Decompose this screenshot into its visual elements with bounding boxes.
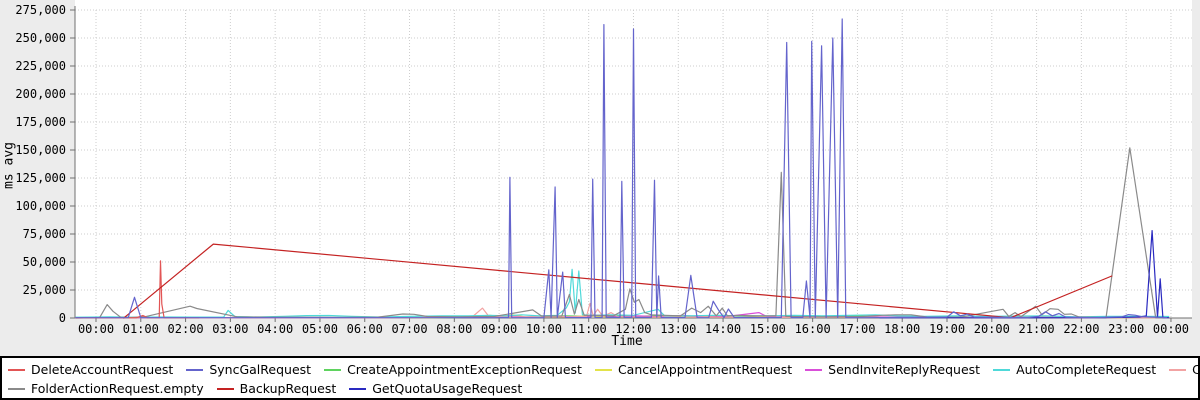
legend-swatch-icon <box>186 368 204 371</box>
svg-text:03:00: 03:00 <box>212 322 248 336</box>
svg-text:13:00: 13:00 <box>660 322 696 336</box>
svg-text:75,000: 75,000 <box>23 227 66 241</box>
svg-text:10:00: 10:00 <box>526 322 562 336</box>
legend-swatch-icon <box>349 387 367 390</box>
svg-text:22:00: 22:00 <box>1063 322 1099 336</box>
svg-text:09:00: 09:00 <box>481 322 517 336</box>
svg-text:20:00: 20:00 <box>974 322 1010 336</box>
legend-item: GetQuotaUsageRequest <box>349 381 522 396</box>
legend-label: CancelAppointmentRequest <box>617 362 793 377</box>
svg-text:21:00: 21:00 <box>1019 322 1055 336</box>
legend-item: CancelAppointmentRequest <box>594 362 793 377</box>
svg-text:250,000: 250,000 <box>15 31 66 45</box>
y-axis-title: ms avg <box>1 142 17 189</box>
legend-item: ConvActionRequest.delete <box>1169 362 1200 377</box>
svg-text:04:00: 04:00 <box>257 322 293 336</box>
legend-swatch-icon <box>8 387 25 390</box>
legend-label: AutoCompleteRequest <box>1016 362 1157 377</box>
legend-item: BackupRequest <box>216 381 337 396</box>
svg-text:02:00: 02:00 <box>168 322 204 336</box>
legend-label: SendInviteReplyRequest <box>828 362 981 377</box>
legend-item: AutoCompleteRequest <box>993 362 1156 377</box>
svg-text:12:00: 12:00 <box>615 322 651 336</box>
svg-text:0: 0 <box>59 311 66 325</box>
svg-text:18:00: 18:00 <box>884 322 920 336</box>
legend-item: FolderActionRequest.empty <box>8 381 204 396</box>
svg-text:275,000: 275,000 <box>15 3 66 17</box>
svg-text:50,000: 50,000 <box>23 255 66 269</box>
legend-label: BackupRequest <box>239 381 337 396</box>
svg-text:00:00: 00:00 <box>1153 322 1189 336</box>
svg-text:100,000: 100,000 <box>15 199 66 213</box>
legend-swatch-icon <box>805 368 823 371</box>
chart-area: 0 25,000 50,000 75,000 100,000 125,000 150,000… <box>1 0 1192 349</box>
legend-row: DeleteAccountRequest SyncGalRequest Create… <box>8 360 1200 379</box>
legend-swatch-icon <box>324 368 342 371</box>
legend-label: ConvActionRequest.delete <box>1192 362 1200 377</box>
svg-text:01:00: 01:00 <box>123 322 159 336</box>
legend-label: FolderActionRequest.empty <box>31 381 204 396</box>
legend-item: SyncGalRequest <box>186 362 311 377</box>
svg-text:200,000: 200,000 <box>15 87 66 101</box>
legend-swatch-icon <box>594 368 612 371</box>
svg-text:00:00: 00:00 <box>78 322 114 336</box>
legend-label: GetQuotaUsageRequest <box>372 381 523 396</box>
chart-plot-canvas: 0 25,000 50,000 75,000 100,000 125,000 150,000… <box>15 0 1192 336</box>
series-GetQuotaUsageRequest <box>879 230 1170 319</box>
series-SyncGalRequest <box>75 18 1168 319</box>
svg-text:17:00: 17:00 <box>839 322 875 336</box>
svg-text:05:00: 05:00 <box>302 322 338 336</box>
series-BackupRequest <box>123 243 1113 319</box>
svg-text:150,000: 150,000 <box>15 143 66 157</box>
legend-swatch-icon <box>993 368 1011 371</box>
legend-item: SendInviteReplyRequest <box>805 362 980 377</box>
svg-text:25,000: 25,000 <box>23 283 66 297</box>
svg-text:14:00: 14:00 <box>705 322 741 336</box>
legend-label: DeleteAccountRequest <box>31 362 174 377</box>
svg-text:125,000: 125,000 <box>15 171 66 185</box>
legend-swatch-icon <box>8 368 25 371</box>
svg-text:15:00: 15:00 <box>750 322 786 336</box>
svg-text:16:00: 16:00 <box>795 322 831 336</box>
chart-legend: DeleteAccountRequest SyncGalRequest Create… <box>0 356 1200 400</box>
svg-text:19:00: 19:00 <box>929 322 965 336</box>
legend-swatch-icon <box>1169 368 1187 371</box>
legend-row: FolderActionRequest.empty BackupRequest Ge… <box>8 379 1192 398</box>
legend-item: DeleteAccountRequest <box>8 362 173 377</box>
svg-text:06:00: 06:00 <box>347 322 383 336</box>
legend-label: SyncGalRequest <box>209 362 312 377</box>
x-axis-title: Time <box>611 334 643 349</box>
legend-label: CreateAppointmentExceptionRequest <box>347 362 582 377</box>
svg-text:225,000: 225,000 <box>15 59 66 73</box>
svg-text:175,000: 175,000 <box>15 115 66 129</box>
legend-swatch-icon <box>216 387 234 390</box>
svg-text:11:00: 11:00 <box>571 322 607 336</box>
legend-item: CreateAppointmentExceptionRequest <box>324 362 582 377</box>
svg-text:07:00: 07:00 <box>391 322 427 336</box>
svg-text:23:00: 23:00 <box>1108 322 1144 336</box>
svg-text:08:00: 08:00 <box>436 322 472 336</box>
